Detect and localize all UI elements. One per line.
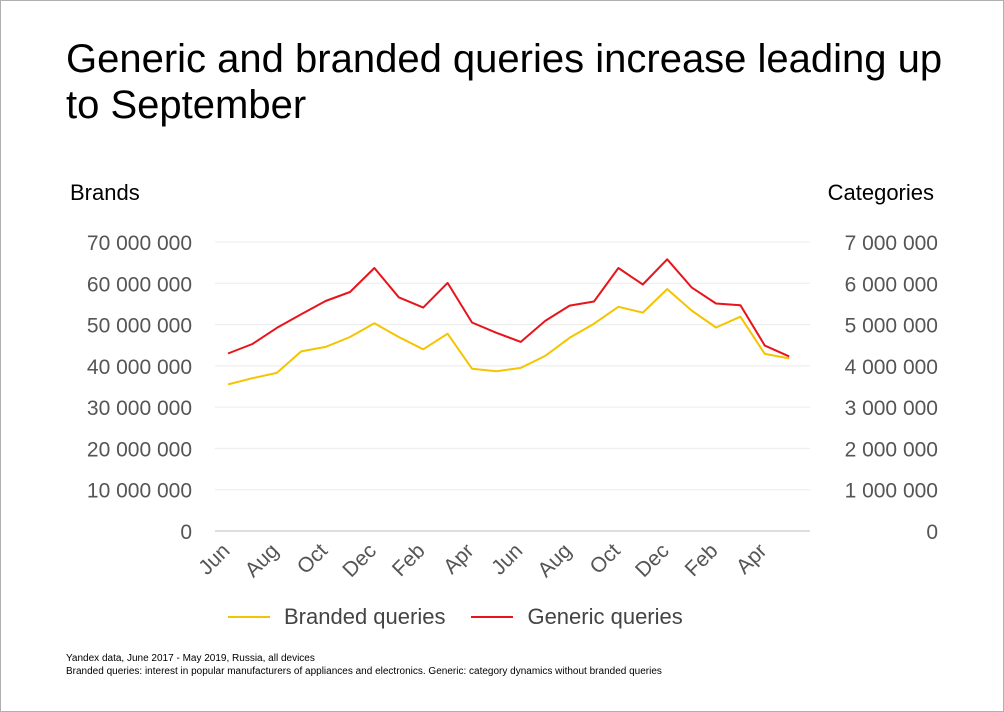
right-axis-title: Categories (827, 180, 934, 205)
left-tick-label: 0 (180, 521, 192, 544)
x-tick-label: Feb (388, 539, 430, 581)
right-tick-label: 6 000 000 (845, 273, 938, 296)
left-axis-title: Brands (70, 180, 140, 205)
legend-item-branded: Branded queries (228, 604, 445, 630)
left-tick-label: 30 000 000 (87, 397, 192, 420)
x-tick-label: Dec (631, 539, 674, 582)
x-tick-label: Feb (681, 539, 723, 581)
footer-definitions: Branded queries: interest in popular man… (66, 666, 662, 677)
right-tick-label: 4 000 000 (845, 356, 938, 379)
right-tick-label: 0 (926, 521, 938, 544)
branded-queries-line (227, 288, 790, 386)
x-tick-label: Apr (732, 539, 771, 578)
chart-title: Generic and branded queries increase lea… (66, 37, 943, 127)
x-tick-label: Aug (241, 539, 284, 582)
legend-swatch-branded (228, 616, 270, 618)
right-tick-label: 5 000 000 (845, 315, 938, 338)
x-tick-label: Oct (293, 539, 332, 578)
left-tick-label: 70 000 000 (87, 232, 192, 255)
right-tick-label: 3 000 000 (845, 397, 938, 420)
left-tick-label: 60 000 000 (87, 273, 192, 296)
x-tick-label: Aug (533, 539, 576, 582)
x-tick-label: Oct (586, 539, 625, 578)
legend-label-generic: Generic queries (527, 604, 683, 629)
right-tick-label: 2 000 000 (845, 438, 938, 461)
legend-label-branded: Branded queries (284, 604, 446, 629)
footer-notes: Yandex data, June 2017 - May 2019, Russi… (66, 652, 662, 678)
legend: Branded queries Generic queries (228, 604, 709, 630)
right-tick-label: 1 000 000 (845, 480, 938, 503)
left-tick-label: 20 000 000 (87, 438, 192, 461)
x-tick-label: Jun (194, 539, 234, 579)
x-tick-label: Dec (338, 539, 381, 582)
left-tick-label: 50 000 000 (87, 315, 192, 338)
left-tick-label: 40 000 000 (87, 356, 192, 379)
footer-source: Yandex data, June 2017 - May 2019, Russi… (66, 653, 315, 664)
right-tick-label: 7 000 000 (845, 232, 938, 255)
legend-item-generic: Generic queries (471, 604, 683, 630)
x-tick-label: Apr (439, 539, 478, 578)
x-tick-label: Jun (487, 539, 527, 579)
generic-queries-line (227, 258, 790, 358)
legend-swatch-generic (471, 616, 514, 618)
left-tick-label: 10 000 000 (87, 480, 192, 503)
